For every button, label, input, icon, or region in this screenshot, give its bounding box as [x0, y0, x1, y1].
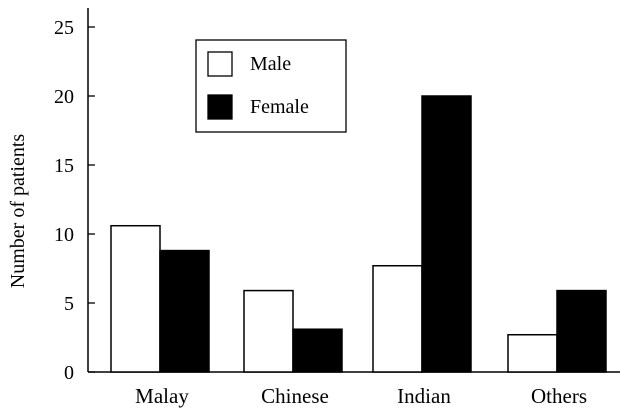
y-tick-label: 20 [54, 86, 74, 108]
bar-male-indian [372, 264, 423, 373]
legend-label-female: Female [250, 96, 309, 118]
x-tick-label: Indian [397, 384, 451, 408]
y-tick-label: 0 [64, 362, 74, 384]
bar-male-others [507, 333, 558, 373]
bar-female-chinese [292, 328, 343, 373]
bar-male-chinese [243, 289, 294, 373]
legend-label-male: Male [250, 53, 291, 75]
y-tick-label: 25 [54, 17, 74, 39]
bars [110, 95, 607, 373]
bar-male-malay [110, 224, 161, 373]
legend: Male Female [195, 39, 347, 133]
x-tick-label: Malay [135, 384, 189, 408]
y-axis: 0 5 10 15 20 25 [54, 8, 95, 384]
x-tick-label: Others [531, 384, 587, 408]
bar-female-indian [421, 95, 472, 373]
x-axis: Malay Chinese Indian Others [88, 371, 620, 408]
legend-swatch-female [207, 94, 233, 120]
y-axis-label: Number of patients [7, 134, 29, 289]
bar-female-malay [159, 249, 210, 373]
y-tick-label: 10 [54, 224, 74, 246]
bar-female-others [556, 289, 607, 373]
y-tick-label: 15 [54, 155, 74, 177]
x-tick-label: Chinese [261, 384, 329, 408]
y-tick-label: 5 [64, 293, 74, 315]
legend-swatch-male [207, 51, 233, 77]
